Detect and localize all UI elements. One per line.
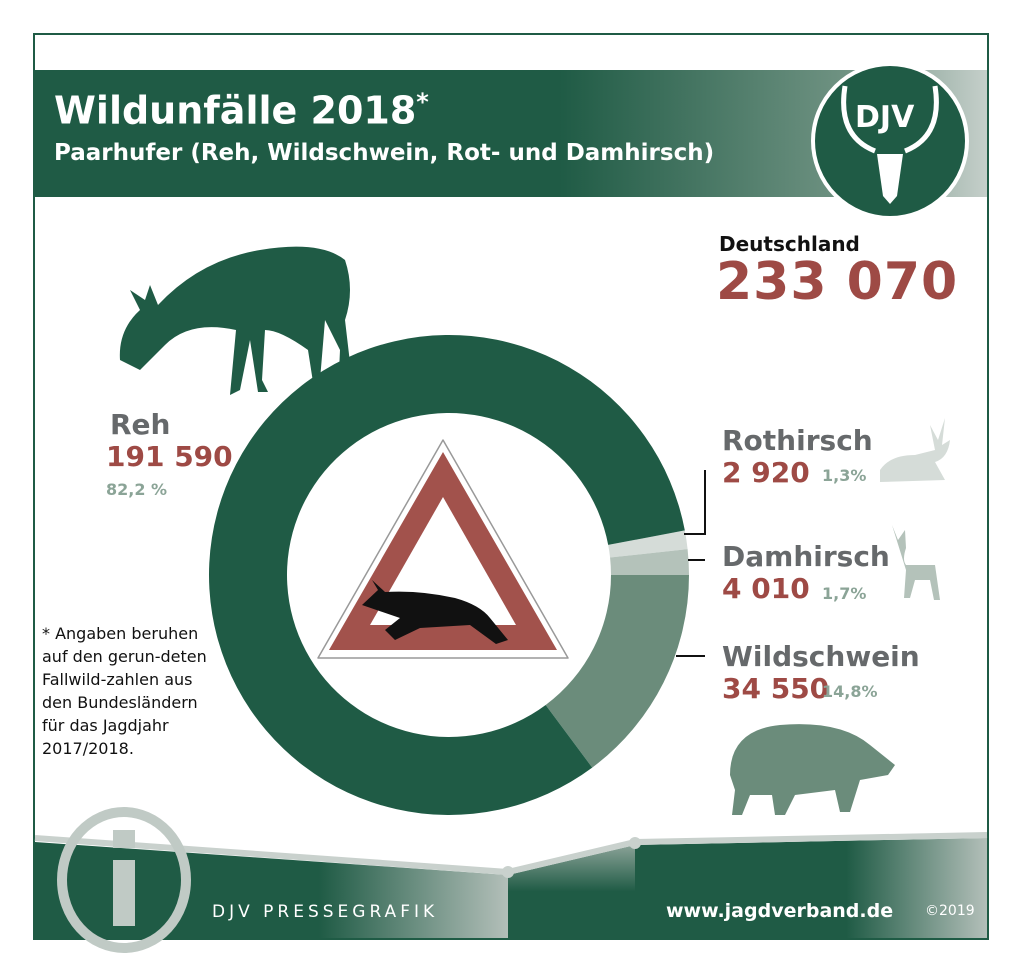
total-value: 233 070 bbox=[716, 252, 959, 312]
footnote: * Angaben beruhen auf den gerun-deten Fa… bbox=[42, 624, 207, 758]
wild-boar-icon bbox=[730, 724, 895, 815]
antler-icon bbox=[841, 85, 939, 204]
donut-slice-rothirsch bbox=[608, 530, 688, 558]
donut-slice-damhirsch bbox=[610, 549, 689, 575]
label-wildschwein: Wildschwein bbox=[722, 640, 920, 673]
red-deer-icon bbox=[880, 418, 950, 482]
percent-wildschwein: 14,8% bbox=[822, 682, 878, 701]
logo-text: DJV bbox=[855, 100, 915, 135]
value-reh: 191 590 bbox=[106, 440, 233, 473]
title-text: Wildunfälle 2018 bbox=[54, 88, 417, 133]
value-damhirsch: 4 010 bbox=[722, 572, 810, 605]
footer-url[interactable]: www.jagdverband.de bbox=[666, 900, 894, 922]
footer-copyright: ©2019 bbox=[925, 903, 975, 919]
djv-logo bbox=[811, 62, 969, 220]
value-rothirsch: 2 920 bbox=[722, 456, 810, 489]
percent-reh: 82,2 % bbox=[106, 480, 168, 499]
roe-deer-icon bbox=[119, 246, 352, 400]
deer-crossing-sign-icon bbox=[317, 439, 569, 659]
label-rothirsch: Rothirsch bbox=[722, 424, 873, 457]
value-wildschwein: 34 550 bbox=[722, 672, 830, 705]
subtitle: Paarhufer (Reh, Wildschwein, Rot- und Da… bbox=[54, 140, 715, 166]
page-title: Wildunfälle 2018* bbox=[54, 88, 429, 133]
leader-line-rothirsch bbox=[684, 470, 706, 535]
footer-brand: DJV PRESSEGRAFIK bbox=[212, 902, 439, 922]
fallow-deer-icon bbox=[892, 525, 940, 600]
label-reh: Reh bbox=[110, 408, 171, 441]
donut-slice-wildschwein bbox=[545, 575, 689, 768]
percent-damhirsch: 1,7% bbox=[822, 584, 867, 603]
total-label: Deutschland bbox=[719, 232, 860, 256]
label-damhirsch: Damhirsch bbox=[722, 540, 890, 573]
info-icon bbox=[57, 807, 191, 953]
title-asterisk: * bbox=[416, 88, 429, 116]
percent-rothirsch: 1,3% bbox=[822, 466, 867, 485]
donut-slice-reh bbox=[209, 335, 685, 815]
frame bbox=[33, 33, 989, 940]
